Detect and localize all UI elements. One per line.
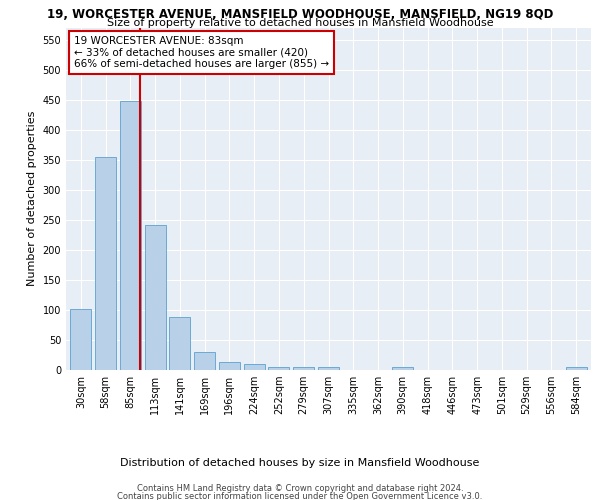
Bar: [145, 224, 166, 370]
Bar: [244, 364, 265, 370]
Text: 19 WORCESTER AVENUE: 83sqm
← 33% of detached houses are smaller (420)
66% of sem: 19 WORCESTER AVENUE: 83sqm ← 33% of deta…: [74, 36, 329, 70]
Bar: [70, 308, 91, 370]
Bar: [293, 367, 314, 370]
Bar: [194, 352, 215, 370]
Bar: [318, 367, 339, 370]
Text: Size of property relative to detached houses in Mansfield Woodhouse: Size of property relative to detached ho…: [107, 18, 493, 28]
Bar: [95, 156, 116, 370]
Bar: [392, 367, 413, 370]
Text: Distribution of detached houses by size in Mansfield Woodhouse: Distribution of detached houses by size …: [121, 458, 479, 468]
Text: Contains HM Land Registry data © Crown copyright and database right 2024.: Contains HM Land Registry data © Crown c…: [137, 484, 463, 493]
Bar: [268, 367, 289, 370]
Text: 19, WORCESTER AVENUE, MANSFIELD WOODHOUSE, MANSFIELD, NG19 8QD: 19, WORCESTER AVENUE, MANSFIELD WOODHOUS…: [47, 8, 553, 20]
Y-axis label: Number of detached properties: Number of detached properties: [27, 111, 37, 286]
Bar: [169, 317, 190, 370]
Bar: [219, 362, 240, 370]
Text: Contains public sector information licensed under the Open Government Licence v3: Contains public sector information licen…: [118, 492, 482, 500]
Bar: [120, 102, 141, 370]
Bar: [566, 367, 587, 370]
